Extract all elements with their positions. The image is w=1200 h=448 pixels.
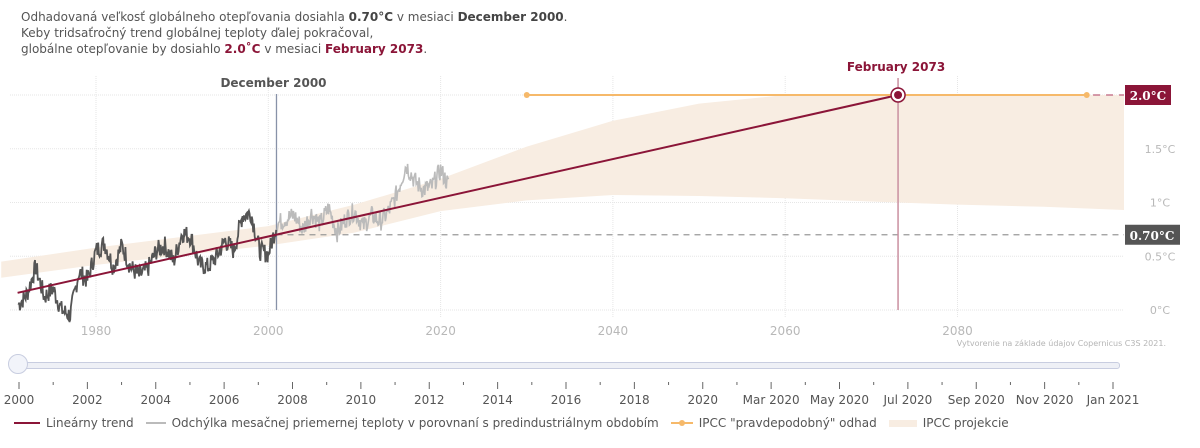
slider-tick-label: 2008 bbox=[277, 393, 308, 407]
x-tick-label: 2080 bbox=[942, 324, 973, 338]
legend: Lineárny trend Odchýlka mesačnej priemer… bbox=[14, 416, 1021, 430]
projected-value-badge-text: 2.0°C bbox=[1130, 89, 1166, 103]
header-line-3: globálne otepľovanie by dosiahlo 2.0˚C v… bbox=[21, 42, 428, 56]
trend-swatch-icon bbox=[14, 422, 40, 424]
anomaly-line-future bbox=[275, 163, 450, 243]
time-slider-track[interactable] bbox=[22, 362, 1120, 369]
x-tick-label: 2060 bbox=[770, 324, 801, 338]
current-date: December 2000 bbox=[457, 10, 564, 24]
legend-item-ipcc-likely[interactable]: IPCC "pravdepodobný" odhad bbox=[670, 416, 877, 430]
slider-tick-label: 2000 bbox=[4, 393, 35, 407]
slider-tick-label: 2014 bbox=[482, 393, 513, 407]
header-line-2: Keby tridsaťročný trend globálnej teplot… bbox=[21, 26, 374, 40]
x-tick-label: 1980 bbox=[81, 324, 112, 338]
y-tick-label: 0.5°C bbox=[1145, 250, 1176, 263]
annotations: December 2000 February 2073 2.0°C 0.70°C Vyt… bbox=[220, 60, 1180, 348]
slider-tick-label: 2004 bbox=[140, 393, 171, 407]
projected-warming-value: 2.0˚C bbox=[224, 42, 261, 56]
source-credit: Vytvorenie na základe údajov Copernicus … bbox=[957, 339, 1166, 348]
ipcc-projection-band bbox=[1, 95, 1125, 278]
ipcc-likely-swatch-icon bbox=[670, 420, 693, 426]
ipcc-likely-series bbox=[523, 92, 1090, 98]
legend-item-trend[interactable]: Lineárny trend bbox=[14, 416, 134, 430]
axes: 0°C 0.5°C 1°C 1.5°C 1980 2000 2020 2040 2060 2080 bbox=[81, 143, 1176, 338]
y-tick-label: 1°C bbox=[1150, 197, 1170, 210]
time-slider-handle[interactable] bbox=[8, 354, 28, 374]
current-value-badge-text: 0.70°C bbox=[1130, 229, 1175, 243]
trend-series bbox=[17, 94, 899, 294]
slider-tick-label: 2010 bbox=[346, 393, 377, 407]
ipcc-likely-point bbox=[523, 92, 530, 98]
legend-item-ipcc-projection[interactable]: IPCC projekcie bbox=[888, 416, 1009, 430]
current-warming-value: 0.70°C bbox=[348, 10, 394, 24]
current-date-label: December 2000 bbox=[220, 76, 326, 90]
ipcc-projection-swatch-icon bbox=[888, 419, 917, 427]
legend-item-anomaly[interactable]: Odchýlka mesačnej priemernej teploty v p… bbox=[145, 416, 659, 430]
x-tick-label: 2040 bbox=[598, 324, 629, 338]
ipcc-projection-area bbox=[1, 95, 1125, 278]
anomaly-series bbox=[17, 163, 450, 323]
slider-tick-label: 2016 bbox=[551, 393, 582, 407]
slider-tick-label: 2018 bbox=[619, 393, 650, 407]
slider-tick-label: May 2020 bbox=[810, 393, 869, 407]
projected-date-label: February 2073 bbox=[847, 60, 945, 74]
slider-tick-label: Jul 2020 bbox=[882, 393, 932, 407]
x-tick-label: 2000 bbox=[253, 324, 284, 338]
projected-date: February 2073 bbox=[325, 42, 424, 56]
slider-tick-label: 2020 bbox=[687, 393, 718, 407]
slider-tick-label: Mar 2020 bbox=[743, 393, 800, 407]
slider-tick-label: Jan 2021 bbox=[1086, 393, 1140, 407]
slider-axis: 2000 2002 2004 2006 2008 2010 2012 2014 2016 2018… bbox=[4, 382, 1140, 407]
slider-tick-label: Sep 2020 bbox=[948, 393, 1005, 407]
header-line-1: Odhadovaná veľkosť globálneho otepľovani… bbox=[21, 10, 568, 24]
slider-tick-label: 2006 bbox=[209, 393, 240, 407]
current-value-badge bbox=[1125, 224, 1180, 245]
anomaly-swatch-icon bbox=[145, 422, 166, 424]
ipcc-likely-point bbox=[1083, 92, 1090, 98]
y-tick-label: 0°C bbox=[1150, 304, 1170, 317]
slider-tick-label: 2012 bbox=[414, 393, 445, 407]
projected-point bbox=[894, 91, 903, 99]
trend-line bbox=[17, 94, 899, 294]
x-tick-label: 2020 bbox=[425, 324, 456, 338]
anomaly-line-past bbox=[17, 207, 278, 323]
chart-header: Odhadovaná veľkosť globálneho otepľovani… bbox=[21, 9, 567, 57]
projected-value-badge bbox=[1125, 85, 1171, 105]
y-tick-label: 1.5°C bbox=[1145, 143, 1176, 156]
slider-tick-label: 2002 bbox=[72, 393, 103, 407]
slider-tick-label: Nov 2020 bbox=[1016, 393, 1074, 407]
